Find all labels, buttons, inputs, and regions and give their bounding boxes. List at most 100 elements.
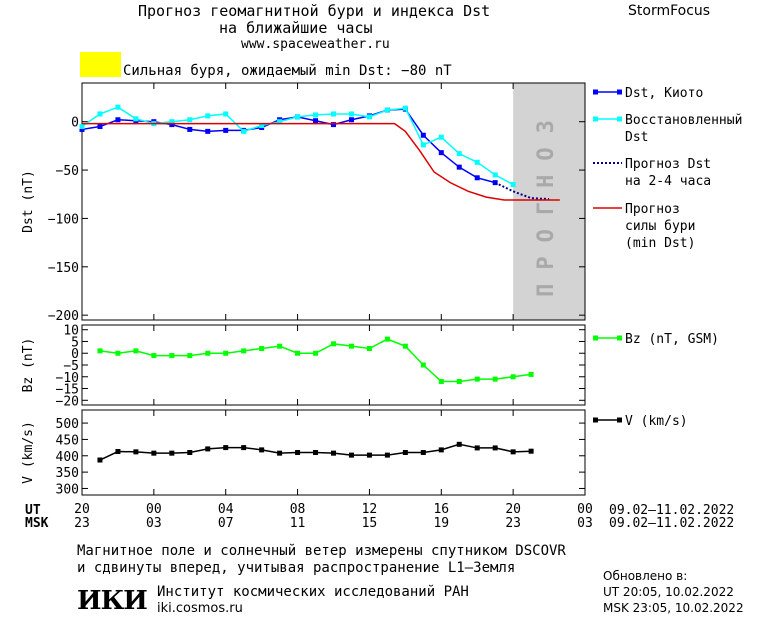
data-point [528, 448, 534, 454]
data-point [205, 350, 211, 356]
legend-label: силы бури [625, 219, 695, 234]
data-point [169, 353, 175, 359]
legend-marker [593, 116, 598, 122]
data-point [420, 362, 426, 368]
y-tick-label: −200 [48, 309, 79, 324]
x-tick-label-msk: 15 [362, 516, 378, 531]
data-point [97, 111, 103, 117]
y-tick-label: −100 [48, 212, 79, 227]
y-tick-label: −20 [56, 394, 79, 409]
data-point [223, 127, 229, 133]
data-point [510, 374, 516, 380]
data-point [456, 164, 462, 170]
ut-date-range: 09.02–11.02.2022 [609, 503, 735, 518]
data-point [169, 119, 175, 125]
data-point [348, 117, 354, 123]
data-point [241, 445, 247, 451]
data-point [97, 457, 103, 463]
data-point [115, 117, 121, 123]
data-point [133, 449, 139, 455]
series-line [494, 181, 550, 201]
y-axis-label: Dst (nT) [21, 170, 36, 233]
legend-marker [617, 116, 622, 122]
data-point [187, 117, 193, 123]
panel-0: ПРОГНОЗ 0 −50 −100 −150 −200 Dst (nT) [21, 82, 586, 324]
x-tick-label-ut: 20 [505, 502, 521, 517]
y-axis-label: V (km/s) [21, 421, 36, 484]
legend-label: Прогноз [625, 202, 680, 217]
legend-marker [593, 89, 598, 95]
legend: Dst, Киото Восстановленный Dst Прогноз Dst н… [593, 86, 742, 429]
footer-note-line1: Магнитное поле и солнечный ветер измерен… [77, 543, 566, 559]
data-point [474, 159, 480, 165]
data-point [187, 450, 193, 455]
y-tick-label: 300 [56, 482, 79, 497]
data-point [97, 348, 103, 354]
data-point [510, 182, 516, 188]
x-tick-label-ut: 12 [362, 502, 378, 517]
legend-label: (min Dst) [625, 236, 695, 251]
data-point [277, 119, 283, 125]
data-point [384, 336, 390, 342]
data-point [223, 350, 229, 356]
x-tick-label-msk: 07 [218, 516, 234, 531]
legend-label: Bz (nT, GSM) [625, 332, 719, 347]
site-link[interactable]: www.spaceweather.ru [241, 37, 390, 52]
legend-label: Восстановленный [625, 113, 742, 128]
y-tick-label: 0 [71, 347, 79, 362]
data-point [438, 150, 444, 156]
data-point [402, 450, 408, 455]
y-tick-label: −10 [56, 371, 79, 386]
data-point [313, 350, 319, 356]
data-point [331, 450, 336, 456]
data-point [313, 112, 319, 118]
data-point [438, 134, 444, 140]
series-line [82, 122, 560, 201]
data-point [205, 446, 211, 452]
data-point [474, 175, 480, 181]
data-point [151, 353, 157, 359]
data-point [115, 350, 121, 356]
data-point [313, 118, 319, 124]
legend-marker [617, 89, 622, 95]
panel-frame [81, 82, 586, 321]
data-point [331, 122, 336, 128]
footer-note-line2: и сдвинуты вперед, учитывая распростране… [77, 560, 516, 576]
data-point [295, 450, 301, 455]
legend-marker [593, 335, 598, 341]
legend-marker [593, 417, 598, 423]
institute-site[interactable]: iki.cosmos.ru [157, 601, 243, 616]
y-tick-label: −150 [48, 261, 79, 276]
legend-label: Dst, Киото [625, 86, 703, 101]
y-tick-label: 500 [56, 417, 79, 432]
data-point [474, 445, 480, 451]
data-point [295, 114, 301, 120]
legend-label: на 2-4 часа [625, 174, 711, 189]
y-tick-label: −50 [56, 164, 79, 179]
data-point [456, 378, 462, 384]
data-point [133, 116, 139, 122]
panel-frame [81, 324, 586, 406]
data-point [259, 346, 265, 352]
data-point [169, 450, 175, 456]
y-tick-label: 0 [71, 116, 79, 131]
y-tick-label: −5 [63, 359, 79, 374]
updated-msk: MSK 23:05, 10.02.2022 [603, 601, 744, 615]
data-point [295, 350, 301, 356]
msk-axis-label: MSK [25, 516, 49, 531]
x-tick-label-msk: 03 [577, 516, 593, 531]
legend-label: Прогноз Dst [625, 157, 711, 172]
storm-banner-text: Сильная буря, ожидаемый min Dst: −80 nT [123, 63, 452, 79]
data-point [366, 346, 372, 352]
data-point [420, 450, 426, 455]
y-tick-label: 400 [56, 450, 79, 465]
iki-logo: ИКИ [77, 586, 148, 616]
data-point [384, 107, 390, 113]
x-tick-label-ut: 00 [146, 502, 162, 517]
updated-label: Обновлено в: [603, 569, 688, 583]
y-tick-label: 450 [56, 433, 79, 448]
x-tick-label-ut: 00 [577, 502, 593, 517]
